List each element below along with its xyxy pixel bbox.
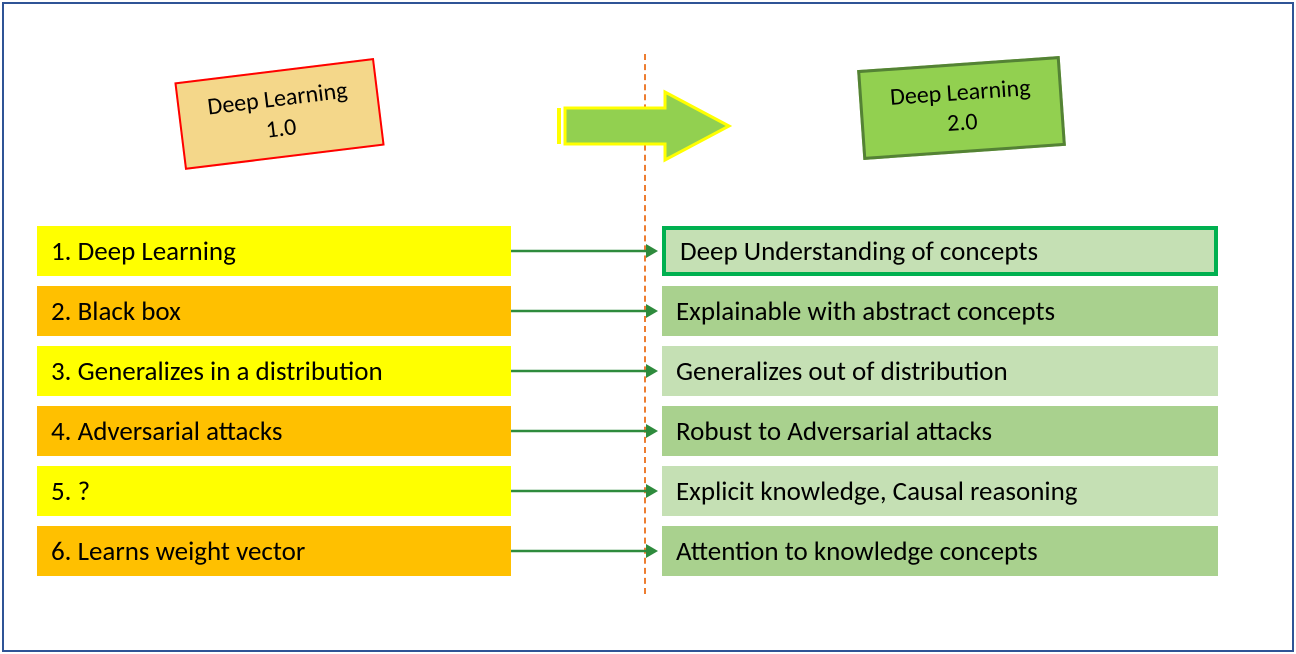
right-row: Explicit knowledge, Causal reasoning <box>662 466 1218 516</box>
left-row-text: 6. Learns weight vector <box>51 535 305 568</box>
row-arrow-icon <box>511 241 658 266</box>
header-card-dl2: Deep Learning 2.0 <box>857 56 1065 160</box>
row-arrow-icon <box>511 421 658 446</box>
right-row: Attention to knowledge concepts <box>662 526 1218 576</box>
left-row: 3. Generalizes in a distribution <box>37 346 511 396</box>
left-row-text: 3. Generalizes in a distribution <box>51 355 383 388</box>
left-row: 1. Deep Learning <box>37 226 511 276</box>
right-row-text: Explainable with abstract concepts <box>676 295 1055 328</box>
transition-arrow <box>555 86 735 171</box>
right-row: Deep Understanding of concepts <box>662 226 1218 276</box>
right-row-text: Explicit knowledge, Causal reasoning <box>676 475 1078 508</box>
right-row-text: Robust to Adversarial attacks <box>676 415 992 448</box>
left-row: 6. Learns weight vector <box>37 526 511 576</box>
row-arrow-icon <box>511 481 658 506</box>
row-arrow-icon <box>511 541 658 566</box>
left-row: 4. Adversarial attacks <box>37 406 511 456</box>
left-row-text: 5. ? <box>51 475 90 508</box>
left-row: 5. ? <box>37 466 511 516</box>
right-row: Explainable with abstract concepts <box>662 286 1218 336</box>
right-row: Generalizes out of distribution <box>662 346 1218 396</box>
right-row-text: Generalizes out of distribution <box>676 355 1008 388</box>
left-row-text: 1. Deep Learning <box>51 235 236 268</box>
right-row-text: Attention to knowledge concepts <box>676 535 1038 568</box>
left-row-text: 2. Black box <box>51 295 181 328</box>
row-arrow-icon <box>511 301 658 326</box>
right-row: Robust to Adversarial attacks <box>662 406 1218 456</box>
right-row-text: Deep Understanding of concepts <box>680 235 1038 268</box>
left-row-text: 4. Adversarial attacks <box>51 415 282 448</box>
row-arrow-icon <box>511 361 658 386</box>
left-row: 2. Black box <box>37 286 511 336</box>
